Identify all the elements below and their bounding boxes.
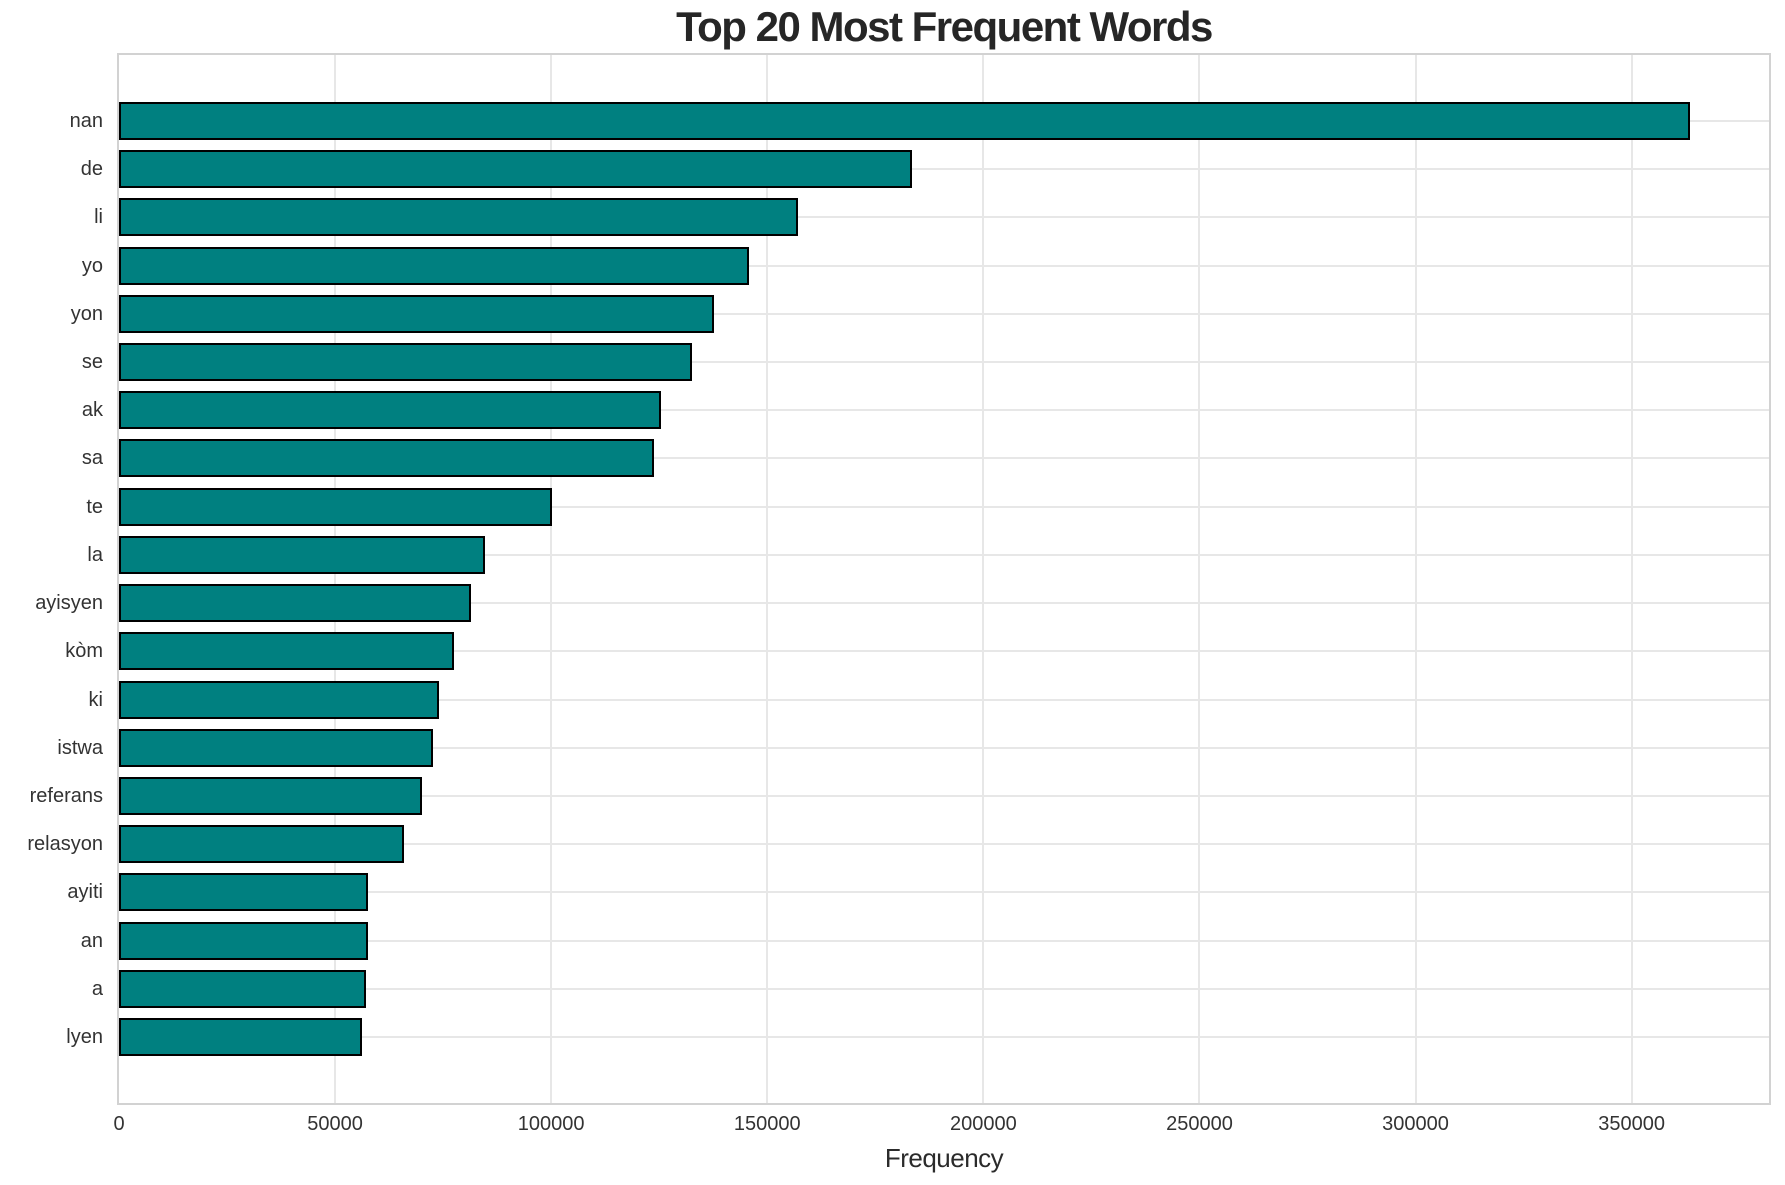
bar-an (119, 921, 368, 960)
horizontal-gridline (119, 168, 1769, 171)
x-tick-label-0: 0 (113, 1113, 125, 1135)
vertical-gridline (1630, 55, 1633, 1103)
horizontal-gridline (119, 264, 1769, 267)
bar-lyen (119, 1018, 363, 1056)
y-tick-label-ayisyen: ayisyen (35, 592, 103, 615)
y-tick-label-sa: sa (81, 447, 103, 470)
y-tick-label-relasyon: relasyon (27, 833, 103, 856)
horizontal-gridline (119, 409, 1769, 412)
y-tick-label-referans: referans (29, 784, 103, 807)
horizontal-gridline (119, 361, 1769, 364)
x-tick-label-150000: 150000 (733, 1113, 801, 1135)
vertical-gridline (1414, 55, 1417, 1103)
horizontal-gridline (119, 312, 1769, 315)
y-tick-label-yo: yo (81, 254, 103, 277)
y-tick-label-ki: ki (88, 688, 103, 711)
y-tick-label-yon: yon (70, 302, 103, 325)
x-tick-label-350000: 350000 (1598, 1113, 1666, 1135)
bar-yon (119, 294, 715, 333)
y-tick-label-li: li (94, 206, 103, 229)
y-tick-label-ayiti: ayiti (67, 881, 103, 904)
horizontal-gridline (119, 987, 1769, 990)
bar-ayiti (119, 873, 369, 912)
y-tick-label-kòm: kòm (65, 640, 103, 663)
horizontal-gridline (119, 650, 1769, 653)
y-tick-label-te: te (86, 495, 103, 518)
x-tick-label-100000: 100000 (517, 1113, 585, 1135)
bar-ak (119, 391, 662, 430)
y-tick-label-de: de (80, 158, 103, 181)
horizontal-gridline (119, 939, 1769, 942)
y-tick-label-lyen: lyen (66, 1026, 103, 1048)
y-tick-label-se: se (81, 351, 103, 374)
horizontal-gridline (119, 505, 1769, 508)
bar-se (119, 343, 693, 382)
y-tick-label-ak: ak (81, 399, 103, 422)
bar-relasyon (119, 825, 405, 864)
vertical-gridline (334, 55, 337, 1103)
x-tick-label-300000: 300000 (1382, 1113, 1449, 1135)
horizontal-gridline (119, 843, 1769, 846)
horizontal-gridline (119, 891, 1769, 894)
bar-te (119, 487, 553, 526)
horizontal-gridline (119, 553, 1769, 556)
horizontal-gridline (119, 794, 1769, 797)
bar-li (119, 198, 798, 237)
horizontal-gridline (119, 602, 1769, 605)
vertical-gridline (982, 55, 985, 1103)
bar-nan (119, 102, 1691, 140)
horizontal-gridline (119, 746, 1769, 749)
vertical-gridline (766, 55, 769, 1103)
bar-referans (119, 776, 422, 815)
bar-ayisyen (119, 584, 472, 623)
plot-area (117, 53, 1771, 1105)
y-tick-label-nan: nan (69, 110, 103, 132)
vertical-gridline (1198, 55, 1201, 1103)
bar-a (119, 969, 367, 1008)
vertical-gridline (550, 55, 553, 1103)
horizontal-gridline (119, 698, 1769, 701)
bar-yo (119, 246, 750, 285)
y-tick-label-istwa: istwa (57, 736, 103, 759)
bar-de (119, 150, 912, 189)
bar-ki (119, 680, 439, 719)
x-tick-label-200000: 200000 (949, 1113, 1017, 1135)
bar-istwa (119, 728, 434, 767)
bar-la (119, 535, 485, 574)
x-tick-label-250000: 250000 (1166, 1113, 1233, 1135)
bar-sa (119, 439, 655, 478)
horizontal-gridline (119, 216, 1769, 219)
x-axis-title: Frequency (884, 1143, 1004, 1173)
y-tick-label-a: a (91, 977, 103, 1000)
chart-title: Top 20 Most Frequent Words (676, 3, 1213, 50)
y-tick-label-la: la (87, 543, 103, 566)
y-tick-label-an: an (80, 929, 103, 952)
bar-kòm (119, 632, 454, 671)
horizontal-gridline (119, 1036, 1769, 1038)
horizontal-gridline (119, 457, 1769, 460)
x-tick-label-50000: 50000 (307, 1113, 363, 1135)
